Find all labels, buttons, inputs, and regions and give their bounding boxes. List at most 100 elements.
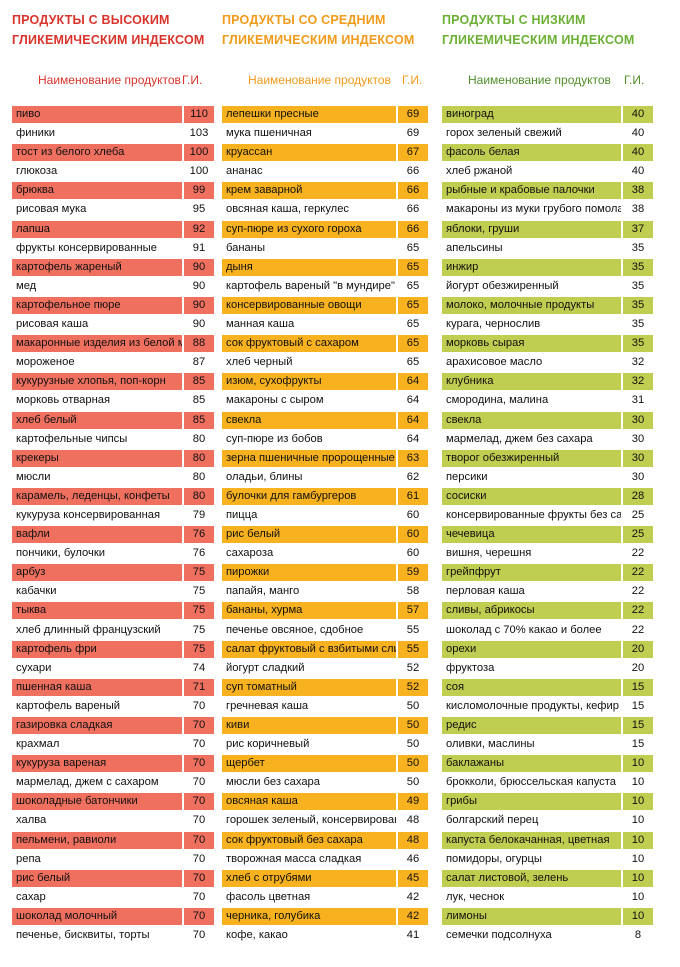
gi-value: 70 — [184, 831, 214, 849]
gi-value: 70 — [184, 907, 214, 925]
gi-value: 22 — [631, 585, 645, 598]
gi-value: 75 — [184, 564, 214, 582]
food-name: пшенная каша — [12, 678, 182, 696]
gi-value: 80 — [192, 470, 206, 483]
food-name: перловая каша — [446, 585, 525, 598]
food-name: суп-пюре из бобов — [226, 432, 323, 445]
food-name: персики — [446, 470, 488, 483]
gi-value: 90 — [192, 279, 206, 292]
gi-value: 75 — [192, 623, 206, 636]
gi-value: 40 — [623, 144, 653, 162]
gi-value: 64 — [398, 373, 428, 391]
gi-value: 75 — [184, 602, 214, 620]
food-name: хлеб белый — [12, 411, 182, 429]
food-name: клубника — [442, 373, 621, 391]
food-name: картофельное пюре — [12, 296, 182, 314]
gi-value: 65 — [398, 296, 428, 314]
gi-value: 90 — [184, 296, 214, 314]
gi-value: 30 — [623, 449, 653, 467]
food-name: печенье, бисквиты, торты — [16, 929, 150, 942]
food-name: консервированные фрукты без сахара — [446, 508, 621, 521]
gi-value: 46 — [406, 852, 420, 865]
food-name: арахисовое масло — [446, 356, 543, 369]
food-name: халва — [16, 814, 47, 827]
gi-value: 49 — [398, 793, 428, 811]
gi-value: 59 — [398, 564, 428, 582]
gi-value: 50 — [406, 699, 420, 712]
food-name: рис белый — [12, 869, 182, 887]
gi-value: 10 — [631, 852, 645, 865]
food-name: арбуз — [12, 564, 182, 582]
gi-value: 32 — [631, 356, 645, 369]
food-name: суп томатный — [222, 678, 396, 696]
food-name: тыква — [12, 602, 182, 620]
gi-value: 22 — [631, 547, 645, 560]
food-name: свекла — [442, 411, 621, 429]
gi-value: 50 — [398, 755, 428, 773]
food-name: чечевица — [442, 526, 621, 544]
food-name: картофель вареный "в мундире" — [226, 279, 395, 292]
gi-value: 103 — [189, 127, 209, 140]
food-name: яблоки, груши — [442, 220, 621, 238]
food-name: финики — [16, 127, 56, 140]
food-name: макаронные изделия из белой му — [12, 335, 182, 353]
food-name: ананас — [226, 165, 263, 178]
gi-value: 40 — [631, 165, 645, 178]
gi-value: 80 — [184, 449, 214, 467]
food-name: пицца — [226, 508, 258, 521]
gi-value: 76 — [184, 526, 214, 544]
food-name: творожная масса сладкая — [226, 852, 362, 865]
gi-value: 70 — [184, 717, 214, 734]
food-name: круассан — [222, 144, 396, 162]
food-name: вафли — [12, 526, 182, 544]
food-name: мука пшеничная — [226, 127, 312, 140]
food-name: сок фруктовый с сахаром — [222, 335, 396, 353]
gi-value: 52 — [398, 678, 428, 696]
gi-value: 41 — [406, 929, 420, 942]
column-title-line1: ПРОДУКТЫ С ВЫСОКИМ — [12, 13, 170, 27]
column-title-line1: ПРОДУКТЫ СО СРЕДНИМ — [222, 13, 386, 27]
gi-value: 65 — [406, 241, 420, 254]
food-name: пиво — [12, 106, 182, 123]
food-name: грибы — [442, 793, 621, 811]
gi-value: 30 — [623, 411, 653, 429]
gi-value: 60 — [406, 547, 420, 560]
gi-value: 15 — [631, 738, 645, 751]
gi-value: 40 — [631, 127, 645, 140]
gi-value: 70 — [192, 699, 206, 712]
column-title: ПРОДУКТЫ С НИЗКИМ ГЛИКЕМИЧЕСКИМ ИНДЕКСОМ — [442, 10, 635, 50]
food-name: творог обезжиренный — [442, 449, 621, 467]
food-name: шоколад с 70% какао и более — [446, 623, 602, 636]
food-name: консервированные овощи — [222, 296, 396, 314]
gi-value: 70 — [192, 738, 206, 751]
column-title: ПРОДУКТЫ СО СРЕДНИМ ГЛИКЕМИЧЕСКИМ ИНДЕКС… — [222, 10, 415, 50]
food-name: морковь отварная — [16, 394, 111, 407]
food-name: горох зеленый свежий — [446, 127, 562, 140]
food-name: грейпфрут — [442, 564, 621, 582]
gi-value: 60 — [406, 508, 420, 521]
food-name: тост из белого хлеба — [12, 144, 182, 162]
food-name: кисломолочные продукты, кефир — [446, 699, 619, 712]
gi-value: 69 — [398, 106, 428, 123]
gi-value: 65 — [406, 318, 420, 331]
food-name: дыня — [222, 258, 396, 276]
gi-value: 76 — [192, 547, 206, 560]
gi-value: 10 — [623, 755, 653, 773]
gi-value: 62 — [406, 470, 420, 483]
gi-value: 66 — [406, 203, 420, 216]
gi-value: 57 — [398, 602, 428, 620]
gi-value: 90 — [184, 258, 214, 276]
food-name: фрукты консервированные — [16, 241, 157, 254]
header-gi: Г.И. — [624, 73, 645, 87]
food-name: изюм, сухофрукты — [222, 373, 396, 391]
food-name: макароны из муки грубого помола — [446, 203, 621, 216]
food-name: йогурт сладкий — [226, 661, 305, 674]
gi-value: 35 — [623, 296, 653, 314]
gi-value: 70 — [192, 814, 206, 827]
food-name: глюкоза — [16, 165, 58, 178]
gi-value: 80 — [192, 432, 206, 445]
gi-value: 92 — [184, 220, 214, 238]
gi-value: 35 — [631, 318, 645, 331]
food-name: хлеб длинный французский — [16, 623, 161, 636]
gi-value: 91 — [192, 241, 206, 254]
